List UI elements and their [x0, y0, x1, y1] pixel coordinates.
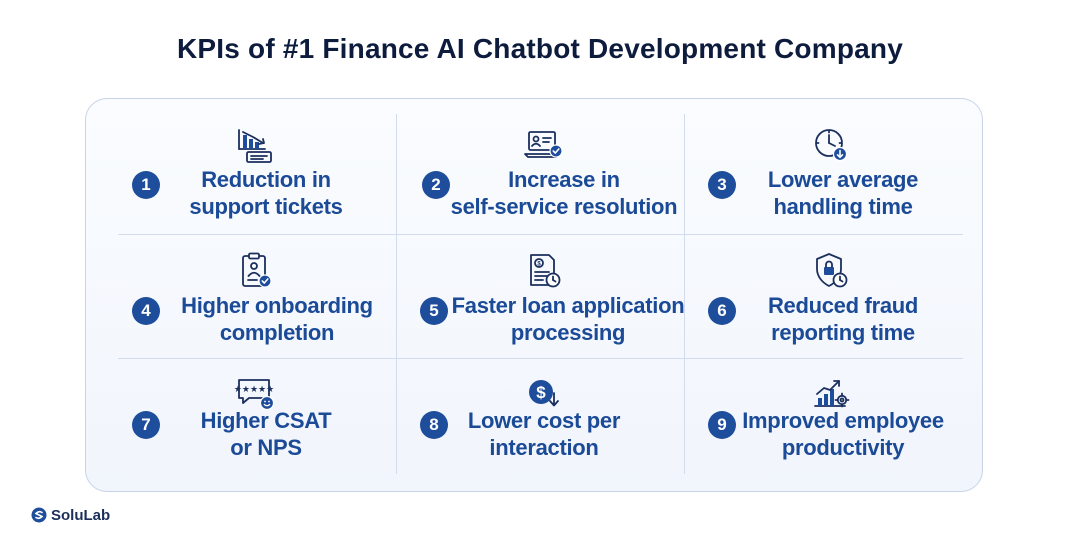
grid-divider	[118, 234, 963, 235]
dollar-coin-down-arrow-icon: $	[521, 375, 567, 415]
kpi-number-badge: 5	[420, 297, 448, 325]
svg-text:★★★★★: ★★★★★	[234, 385, 274, 395]
kpi-number-badge: 8	[420, 411, 448, 439]
kpi-label-line: Higher CSAT	[200, 408, 332, 433]
kpi-number-badge: 3	[708, 171, 736, 199]
kpi-label: Lower average handling time	[738, 166, 948, 220]
kpi-label-line: Reduction in	[201, 167, 331, 192]
kpi-number-badge: 9	[708, 411, 736, 439]
grid-divider	[396, 114, 397, 474]
kpi-panel: 1 Reduction in support tickets 2 Increas…	[85, 98, 983, 492]
kpi-card-4: 4 Higher onboarding completion	[116, 237, 396, 359]
kpi-label: Improved employee productivity	[738, 407, 948, 461]
svg-text:$: $	[536, 383, 546, 402]
kpi-label-line: processing	[510, 320, 626, 345]
shield-lock-clock-icon	[809, 251, 855, 291]
svg-text:$: $	[537, 262, 541, 268]
laptop-profile-check-icon	[521, 125, 567, 165]
kpi-card-9: 9 Improved employee productivity	[692, 361, 972, 483]
kpi-number-badge: 4	[132, 297, 160, 325]
kpi-label: Higher onboarding completion	[162, 292, 392, 346]
kpi-number-badge: 2	[422, 171, 450, 199]
kpi-label-line: or NPS	[230, 435, 302, 460]
kpi-label: Higher CSAT or NPS	[166, 407, 366, 461]
kpi-label-line: self-service resolution	[450, 194, 678, 219]
kpi-label: Increase in self-service resolution	[444, 166, 684, 220]
kpi-label-line: Higher onboarding	[181, 293, 373, 318]
kpi-card-6: 6 Reduced fraud reporting time	[692, 237, 972, 359]
kpi-number-badge: 6	[708, 297, 736, 325]
page-title: KPIs of #1 Finance AI Chatbot Developmen…	[177, 33, 903, 64]
growth-chart-gear-icon	[809, 375, 855, 415]
kpi-label-line: Increase in	[508, 167, 620, 192]
kpi-card-8: $ 8 Lower cost per interaction	[404, 361, 684, 483]
kpi-card-3: 3 Lower average handling time	[692, 111, 972, 233]
kpi-card-1: 1 Reduction in support tickets	[116, 111, 396, 233]
kpi-label-line: reporting time	[771, 320, 915, 345]
kpi-card-5: $ 5 Faster loan application processing	[404, 237, 685, 359]
declining-bar-chart-ticket-icon	[233, 125, 279, 165]
kpi-label-line: Reduced fraud	[767, 293, 919, 318]
clipboard-user-check-icon	[233, 251, 279, 291]
kpi-label-line: interaction	[489, 435, 599, 460]
kpi-card-7: ★★★★★ 7 Higher CSAT or NPS	[116, 361, 396, 483]
kpi-label-line: Faster loan application	[451, 293, 685, 318]
kpi-label-line: support tickets	[189, 194, 343, 219]
kpi-label-line: productivity	[781, 435, 905, 460]
rating-chat-smiley-icon: ★★★★★	[233, 375, 279, 415]
kpi-label: Lower cost per interaction	[444, 407, 644, 461]
kpi-label-line: Lower average	[767, 167, 919, 192]
kpi-number-badge: 1	[132, 171, 160, 199]
grid-divider	[118, 358, 963, 359]
kpi-number-badge: 7	[132, 411, 160, 439]
brand-logo: SoluLab	[31, 504, 110, 526]
kpi-card-2: 2 Increase in self-service resolution	[404, 111, 684, 233]
solulab-logo-icon	[31, 507, 47, 523]
grid-divider	[684, 114, 685, 474]
kpi-label-line: completion	[219, 320, 335, 345]
clock-down-arrow-icon	[809, 125, 855, 165]
kpi-label-line: handling time	[773, 194, 913, 219]
dollar-document-clock-icon: $	[521, 251, 567, 291]
kpi-label: Faster loan application processing	[448, 292, 688, 346]
kpi-label-line: Improved employee	[742, 408, 944, 433]
brand-name: SoluLab	[51, 506, 111, 524]
kpi-label: Reduced fraud reporting time	[738, 292, 948, 346]
kpi-label: Reduction in support tickets	[156, 166, 376, 220]
kpi-label-line: Lower cost per	[467, 408, 621, 433]
